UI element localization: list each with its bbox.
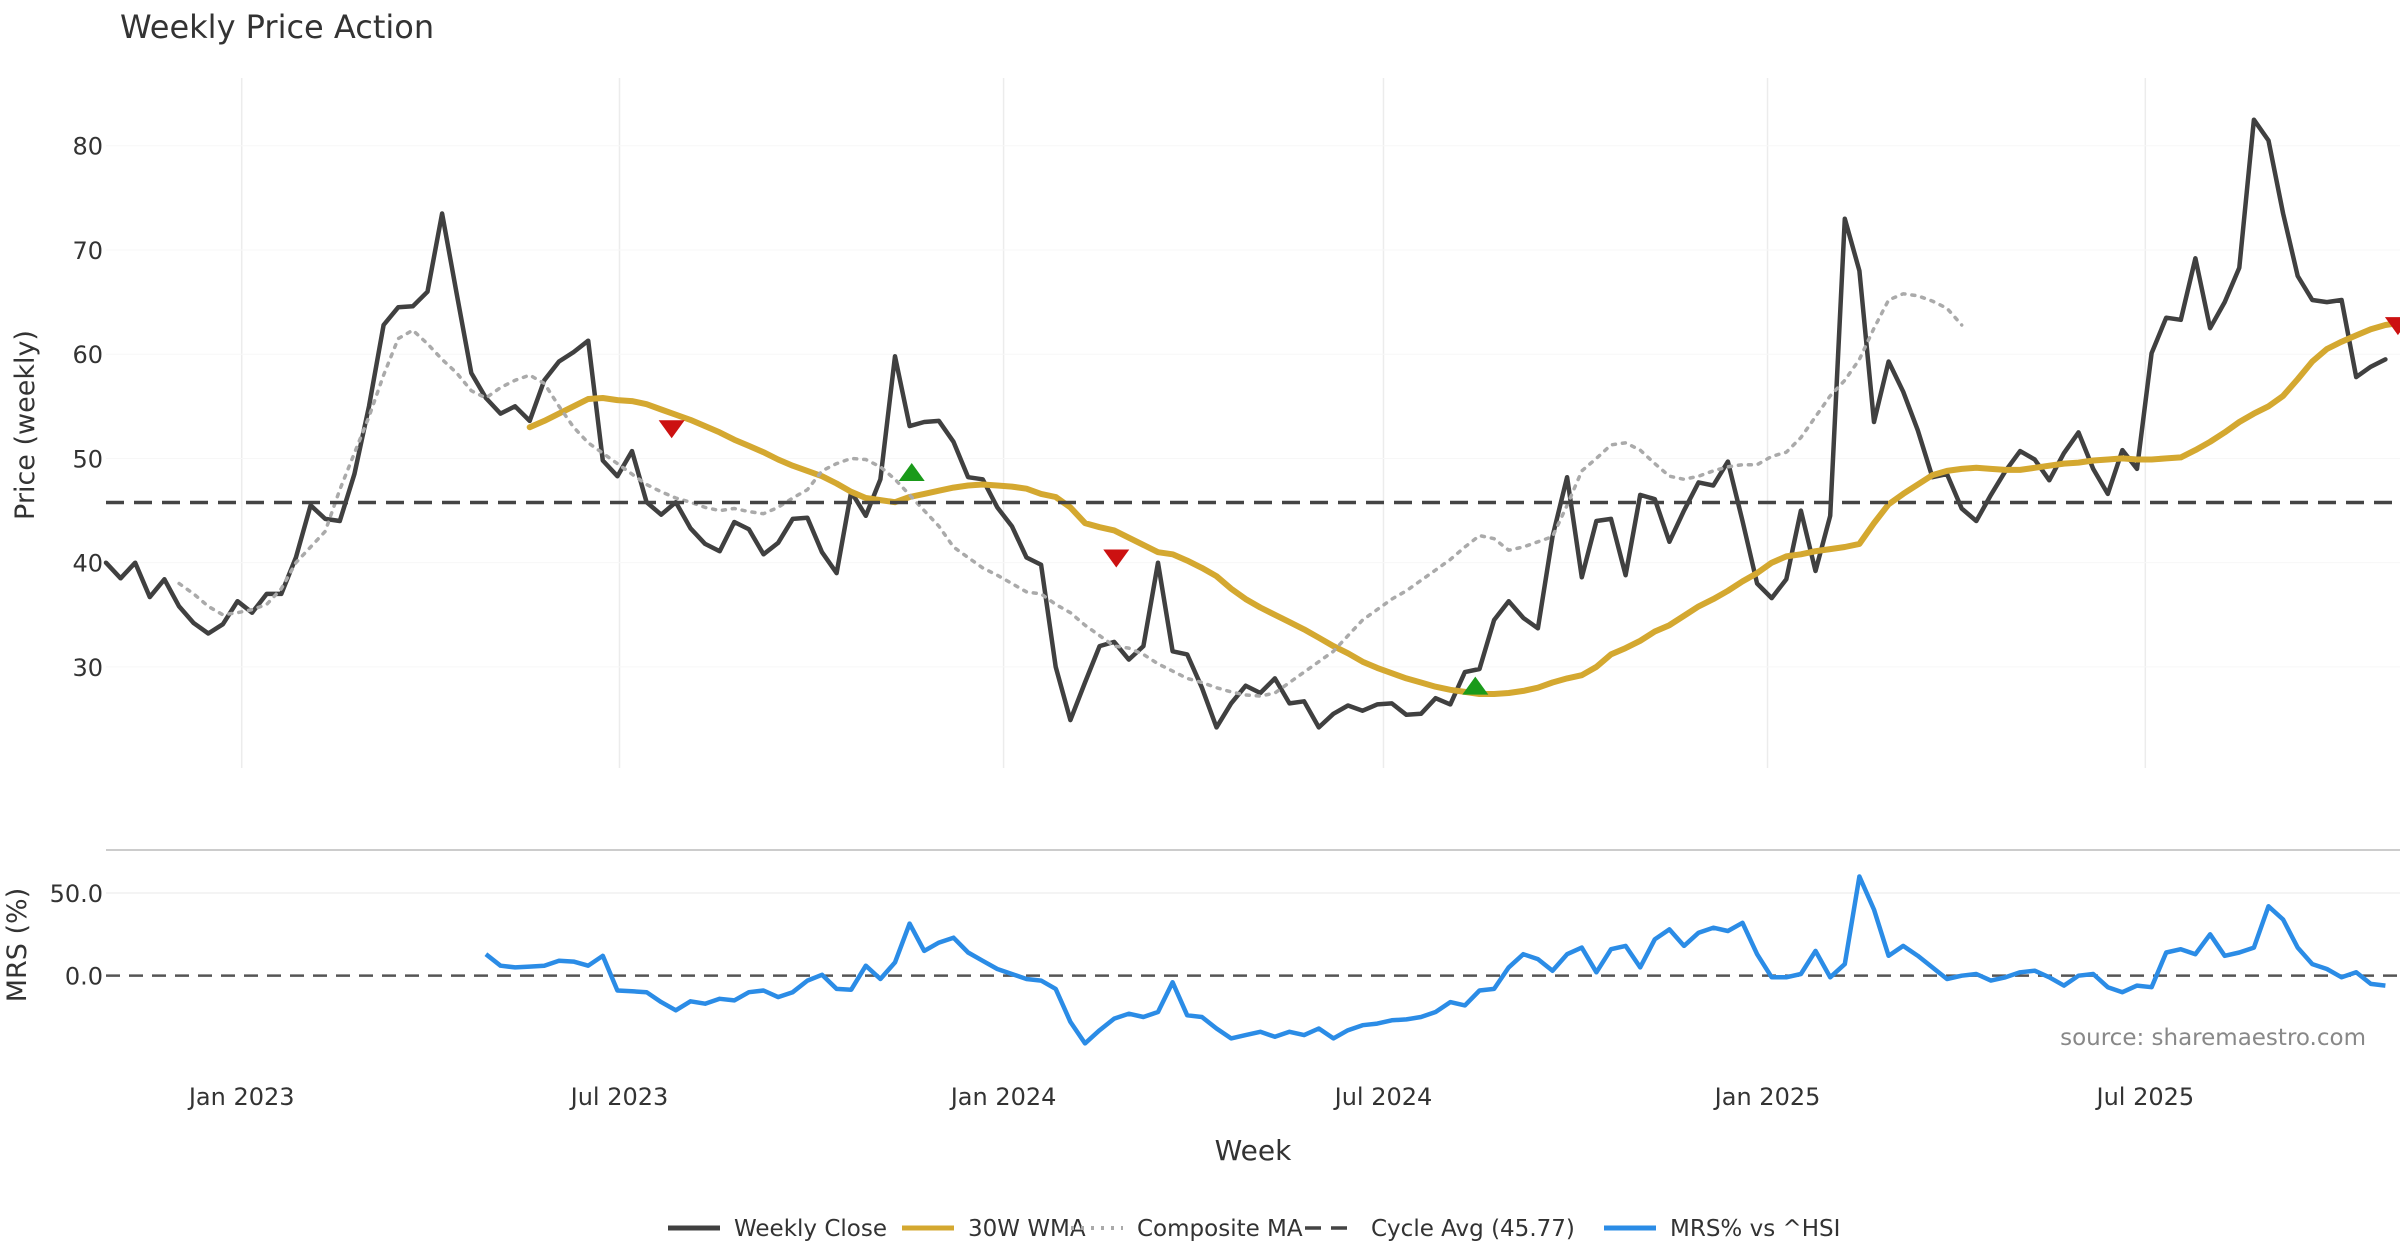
- mrs-y-axis: 0.0 50.0: [50, 880, 103, 991]
- legend-item-30w-wma: 30W WMA: [902, 1216, 1086, 1242]
- sell-signal-marker: [1103, 549, 1130, 568]
- x-tick: Jan 2023: [187, 1083, 295, 1111]
- mrs-y-axis-label: MRS (%): [2, 888, 33, 1003]
- price-y-tick: 80: [72, 133, 103, 161]
- price-y-tick: 40: [72, 550, 103, 578]
- legend-item-composite-ma: Composite MA: [1071, 1216, 1303, 1242]
- x-tick: Jan 2024: [949, 1083, 1057, 1111]
- legend-item-mrs-vs-hsi: MRS% vs ^HSI: [1604, 1216, 1840, 1242]
- price-y-tick: 70: [72, 237, 103, 265]
- x-tick: Jul 2024: [1333, 1083, 1433, 1111]
- legend-label: Composite MA: [1137, 1216, 1303, 1242]
- source-note: source: sharemaestro.com: [2060, 1025, 2366, 1051]
- series-weekly-close: [103, 117, 2388, 730]
- mrs-y-tick: 50.0: [50, 880, 103, 908]
- price-y-tick: 50: [72, 445, 103, 473]
- legend-label: 30W WMA: [968, 1216, 1086, 1242]
- price-y-axis-label: Price (weekly): [10, 330, 41, 520]
- legend: Weekly Close 30W WMA Composite MA Cycle Avg…: [668, 1216, 1840, 1242]
- price-y-axis: 30 40 50 60 70 80: [72, 133, 103, 682]
- legend-label: Weekly Close: [734, 1216, 887, 1242]
- mrs-series-group: [106, 874, 2400, 1046]
- x-tick: Jul 2025: [2095, 1083, 2195, 1111]
- x-axis-label: Week: [1215, 1134, 1292, 1167]
- legend-item-weekly-close: Weekly Close: [668, 1216, 887, 1242]
- signal-markers: [658, 317, 2400, 695]
- price-y-tick: 30: [72, 654, 103, 682]
- buy-signal-marker: [1462, 676, 1489, 695]
- x-tick: Jul 2023: [569, 1083, 669, 1111]
- sell-signal-marker: [658, 420, 685, 439]
- chart-title: Weekly Price Action: [120, 8, 434, 46]
- mrs-y-tick: 0.0: [65, 963, 103, 991]
- price-grid: [106, 78, 2400, 768]
- x-axis: Jan 2023 Jul 2023 Jan 2024 Jul 2024 Jan 2025…: [187, 1083, 2194, 1111]
- series-30w-wma: [526, 319, 2400, 697]
- series-composite-ma: [177, 292, 1964, 698]
- series-mrs-vs-hsi: [484, 874, 2386, 1046]
- legend-label: Cycle Avg (45.77): [1371, 1216, 1575, 1242]
- price-y-tick: 60: [72, 341, 103, 369]
- price-series-group: [103, 117, 2400, 730]
- legend-item-cycle-avg-45-77: Cycle Avg (45.77): [1305, 1216, 1575, 1242]
- x-tick: Jan 2025: [1713, 1083, 1821, 1111]
- sell-signal-marker: [2384, 317, 2400, 336]
- buy-signal-marker: [898, 462, 925, 481]
- legend-label: MRS% vs ^HSI: [1670, 1216, 1840, 1242]
